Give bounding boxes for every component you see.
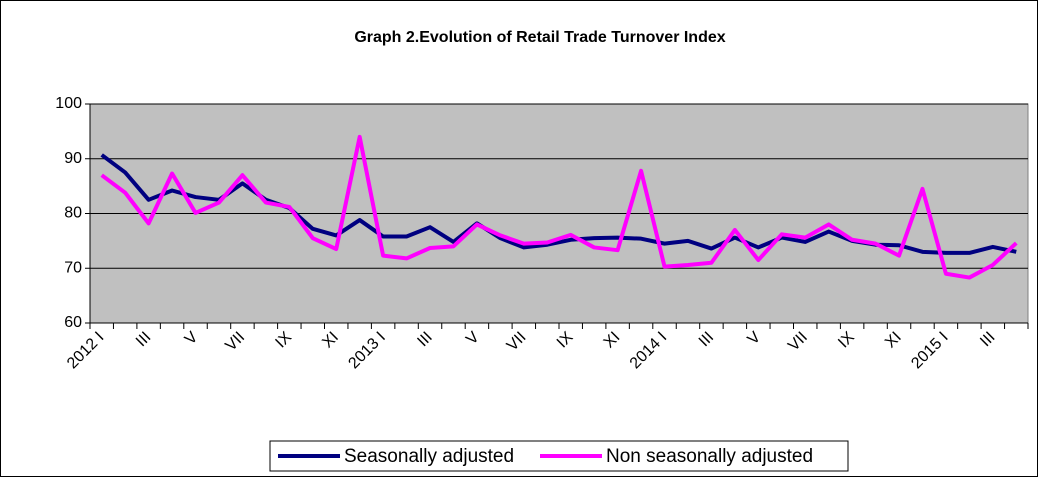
y-tick-label: 60 (64, 314, 82, 331)
chart-title: Graph 2.Evolution of Retail Trade Turnov… (354, 29, 725, 46)
y-tick-label: 80 (64, 205, 82, 222)
y-tick-label: 100 (55, 95, 82, 112)
y-tick-label: 90 (64, 150, 82, 167)
legend-label: Non seasonally adjusted (606, 446, 813, 467)
series-line (100, 134, 1018, 280)
legend-label: Seasonally adjusted (344, 446, 514, 467)
legend-box (269, 440, 849, 472)
y-tick-label: 70 (64, 259, 82, 276)
